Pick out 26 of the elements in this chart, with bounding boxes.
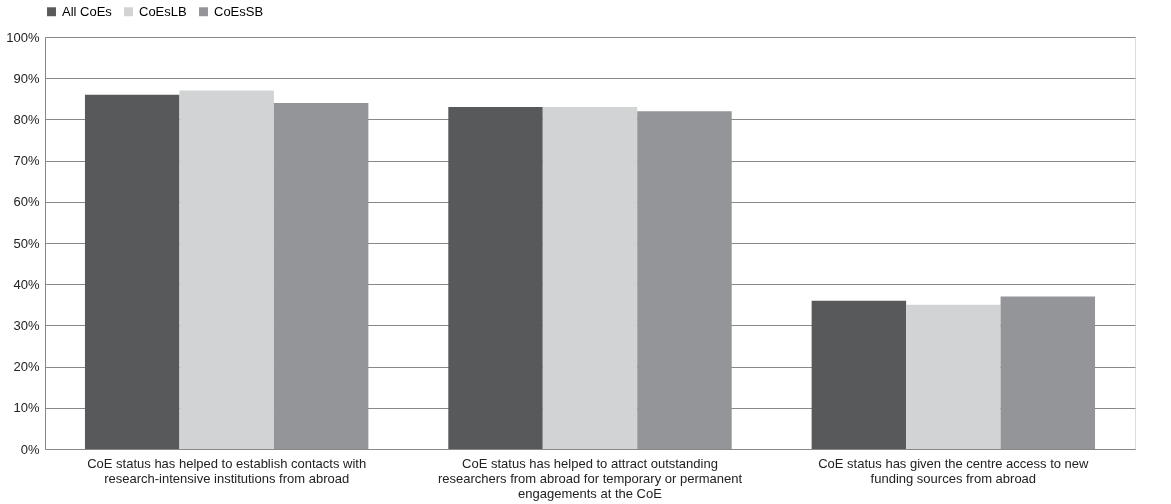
bar xyxy=(542,107,638,449)
x-tick-label: CoE status has helped to establish contacts with research-intensive institutions from abroad xyxy=(87,455,367,486)
bar xyxy=(811,300,907,449)
y-tick-label: 50% xyxy=(13,235,40,251)
bar xyxy=(906,304,1001,449)
bar xyxy=(84,94,180,449)
legend-label: CoEsLB xyxy=(139,3,187,19)
legend-label: All CoEs xyxy=(62,3,113,19)
y-tick-label: 20% xyxy=(13,359,40,375)
bar xyxy=(179,90,274,449)
bar xyxy=(1000,296,1096,449)
y-tick-label: 100% xyxy=(6,29,40,45)
legend-label: CoEsSB xyxy=(214,3,264,19)
x-tick-label: CoE status has helped to attract outstanding researchers from abroad for temporary or permanent engagements at the CoE xyxy=(437,455,743,501)
bar xyxy=(273,102,369,449)
y-tick-label: 0% xyxy=(20,441,40,457)
x-tick-label: CoE status has given the centre access to new funding sources from abroad xyxy=(818,455,1090,486)
y-tick-label: 10% xyxy=(13,400,40,416)
bar xyxy=(637,111,732,449)
y-tick-label: 30% xyxy=(13,317,40,333)
y-tick-label: 80% xyxy=(13,111,40,127)
y-tick-label: 60% xyxy=(13,194,40,210)
y-tick-label: 90% xyxy=(13,70,40,86)
bar xyxy=(448,107,543,449)
y-tick-label: 70% xyxy=(13,153,40,169)
y-tick-label: 40% xyxy=(13,276,40,292)
